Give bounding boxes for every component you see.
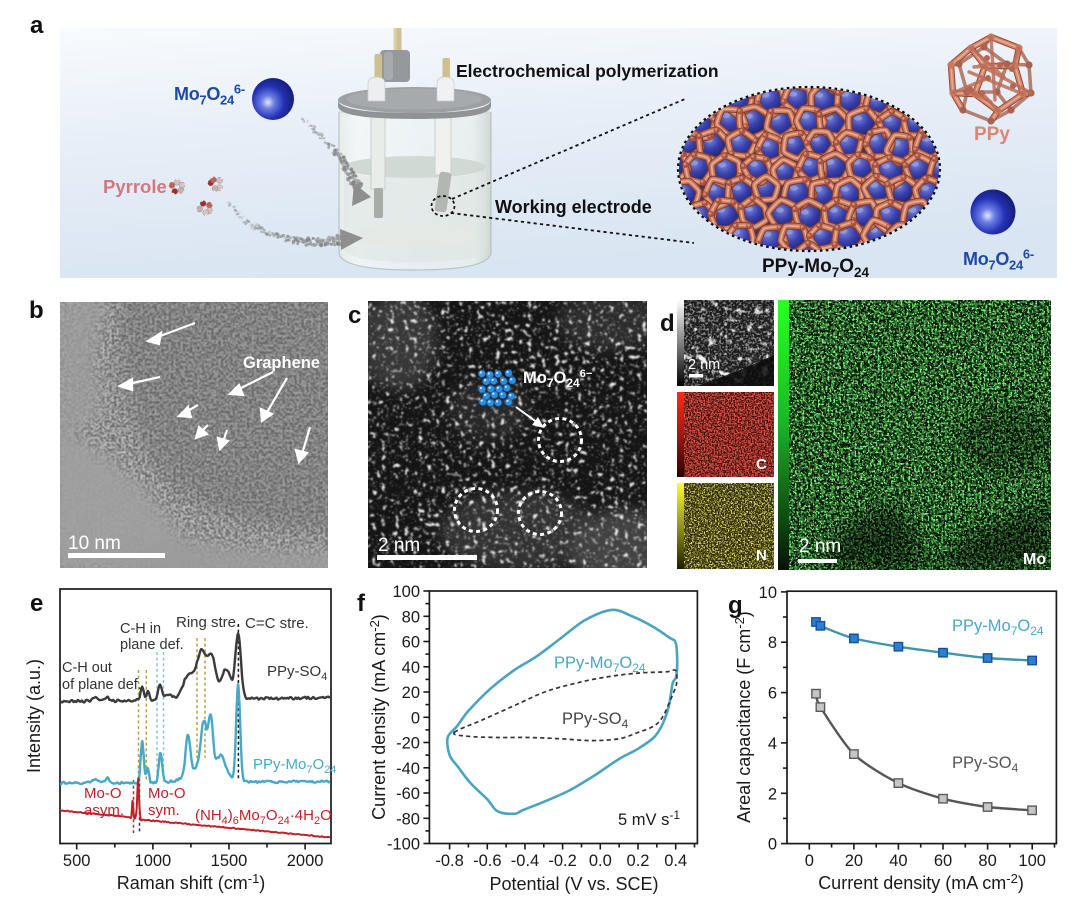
svg-text:Pyrrole: Pyrrole [103,176,167,197]
svg-text:Mo: Mo [1023,551,1046,568]
svg-text:60: 60 [934,852,952,870]
svg-text:asym.: asym. [84,802,124,819]
svg-text:0: 0 [411,709,420,727]
svg-text:C-H out: C-H out [62,660,112,676]
svg-text:N: N [756,547,767,564]
svg-text:1000: 1000 [135,852,172,870]
svg-text:0: 0 [768,836,777,854]
svg-text:0.4: 0.4 [664,852,687,870]
svg-text:-100: -100 [387,836,420,854]
svg-text:PPy-SO4: PPy-SO4 [267,663,327,683]
svg-text:-40: -40 [396,760,420,778]
svg-text:2 nm: 2 nm [688,357,720,373]
svg-text:4: 4 [768,735,777,753]
svg-text:of plane def.: of plane def. [62,677,142,693]
svg-text:PPy-Mo7O24: PPy-Mo7O24 [253,756,336,776]
svg-text:0.2: 0.2 [627,852,650,870]
svg-text:-60: -60 [396,785,420,803]
svg-text:Ring stre.: Ring stre. [176,614,240,631]
svg-text:Working electrode: Working electrode [495,197,652,217]
svg-text:8: 8 [768,634,777,652]
svg-text:C-H in: C-H in [120,621,161,637]
svg-text:C: C [756,456,767,473]
svg-text:2 nm: 2 nm [799,536,841,557]
svg-text:-20: -20 [396,735,420,753]
svg-text:PPy-SO4: PPy-SO4 [952,754,1019,775]
svg-text:100: 100 [392,583,420,601]
svg-text:1500: 1500 [211,852,248,870]
svg-text:PPy-SO4: PPy-SO4 [562,710,629,731]
svg-text:Mo-O: Mo-O [148,785,186,802]
svg-text:80: 80 [978,852,996,870]
svg-text:sym.: sym. [148,802,180,819]
svg-text:PPy-Mo7O24: PPy-Mo7O24 [952,617,1044,638]
svg-text:-0.6: -0.6 [473,852,501,870]
svg-text:Graphene: Graphene [243,354,320,372]
svg-text:(NH4)6Mo7O24·4H2O: (NH4)6Mo7O24·4H2O [195,807,332,827]
svg-text:40: 40 [889,852,907,870]
svg-text:Current density (mA cm-2): Current density (mA cm-2) [370,614,389,820]
svg-text:40: 40 [402,659,420,677]
svg-text:-0.4: -0.4 [511,852,539,870]
svg-text:-0.8: -0.8 [435,852,463,870]
svg-text:-0.2: -0.2 [548,852,576,870]
svg-text:Potential (V vs. SCE): Potential (V vs. SCE) [489,874,658,894]
svg-text:Mo7O246-: Mo7O246- [174,82,245,108]
svg-text:0: 0 [805,852,814,870]
svg-text:Areal capacitance (F cm-2): Areal capacitance (F cm-2) [732,611,754,823]
svg-text:5 mV s-1: 5 mV s-1 [618,808,680,829]
svg-text:PPy-Mo7O24: PPy-Mo7O24 [762,256,869,278]
svg-text:Electrochemical polymerization: Electrochemical polymerization [456,61,719,81]
svg-text:100: 100 [1018,852,1046,870]
svg-text:C=C stre.: C=C stre. [245,615,309,632]
svg-text:10: 10 [759,584,777,602]
svg-text:Raman shift (cm-1): Raman shift (cm-1) [117,871,266,893]
svg-text:10 nm: 10 nm [68,533,121,554]
svg-text:2 nm: 2 nm [378,535,420,556]
svg-text:Mo7O246-: Mo7O246- [963,247,1034,273]
svg-text:plane def.: plane def. [120,637,184,653]
svg-text:20: 20 [402,684,420,702]
svg-text:Intensity (a.u.): Intensity (a.u.) [24,659,44,773]
svg-text:20: 20 [845,852,863,870]
svg-text:0.0: 0.0 [589,852,612,870]
svg-text:80: 80 [402,608,420,626]
svg-text:Mo-O: Mo-O [84,785,122,802]
svg-text:PPy-Mo7O24: PPy-Mo7O24 [554,654,646,675]
svg-text:60: 60 [402,634,420,652]
svg-text:-80: -80 [396,810,420,828]
svg-text:6: 6 [768,685,777,703]
svg-text:2: 2 [768,785,777,803]
svg-text:Current density (mA cm-2): Current density (mA cm-2) [818,871,1024,893]
svg-text:PPy: PPy [974,124,1010,145]
svg-text:2000: 2000 [287,852,324,870]
svg-text:500: 500 [63,852,91,870]
